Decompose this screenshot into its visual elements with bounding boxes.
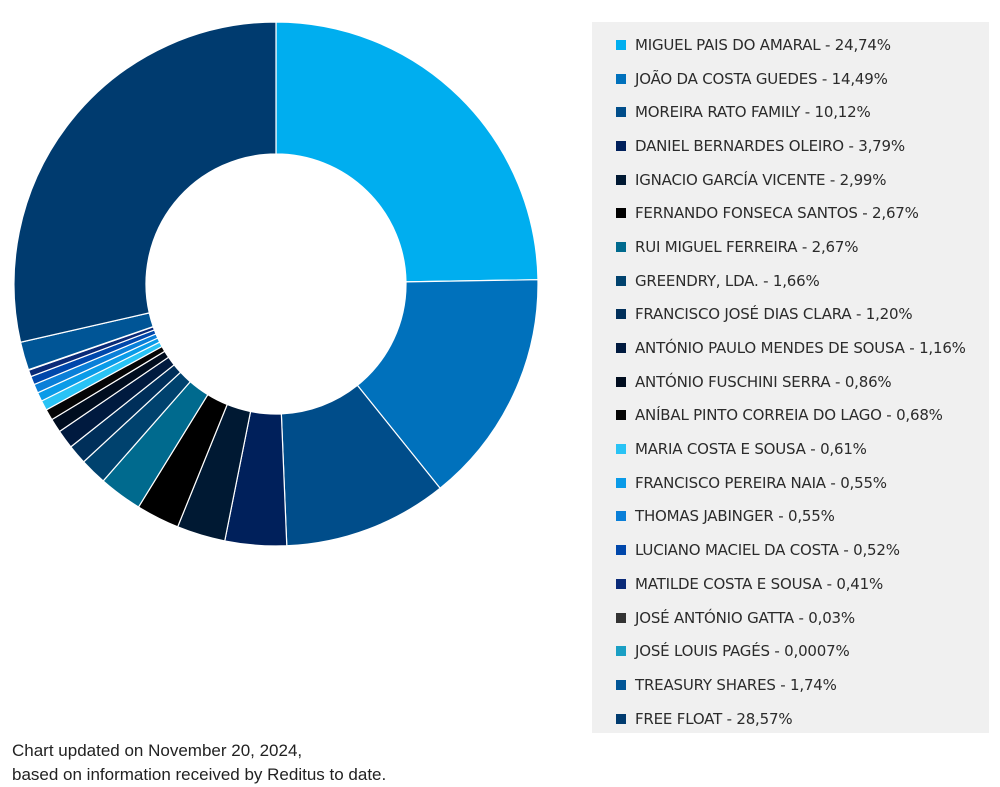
legend-label: GREENDRY, LDA. - 1,66% — [635, 271, 820, 290]
legend-item: MIGUEL PAIS DO AMARAL - 24,74% — [592, 28, 989, 62]
legend-swatch — [616, 376, 626, 387]
legend-label: TREASURY SHARES - 1,74% — [635, 675, 837, 694]
legend-swatch — [616, 343, 626, 354]
legend-swatch — [616, 174, 626, 185]
legend-item: MATILDE COSTA E SOUSA - 0,41% — [592, 567, 989, 601]
legend-item: FERNANDO FONSECA SANTOS - 2,67% — [592, 196, 989, 230]
legend-label: RUI MIGUEL FERREIRA - 2,67% — [635, 237, 859, 256]
legend-label: MOREIRA RATO FAMILY - 10,12% — [635, 103, 871, 122]
legend-item: ANTÓNIO PAULO MENDES DE SOUSA - 1,16% — [592, 331, 989, 365]
legend-item: DANIEL BERNARDES OLEIRO - 3,79% — [592, 129, 989, 163]
legend-item: JOSÉ ANTÓNIO GATTA - 0,03% — [592, 601, 989, 635]
legend-label: LUCIANO MACIEL DA COSTA - 0,52% — [635, 541, 900, 560]
legend-label: FERNANDO FONSECA SANTOS - 2,67% — [635, 204, 919, 223]
legend-item: ANTÓNIO FUSCHINI SERRA - 0,86% — [592, 365, 989, 399]
donut-slice-1 — [275, 21, 539, 283]
legend-label: FRANCISCO JOSÉ DIAS CLARA - 1,20% — [635, 305, 913, 324]
legend-label: MIGUEL PAIS DO AMARAL - 24,74% — [635, 35, 891, 54]
legend-label: JOÃO DA COSTA GUEDES - 14,49% — [635, 69, 888, 88]
legend-swatch — [616, 578, 626, 589]
legend-label: IGNACIO GARCÍA VICENTE - 2,99% — [635, 170, 887, 189]
legend-swatch — [616, 410, 626, 421]
legend-label: JOSÉ LOUIS PAGÉS - 0,0007% — [635, 642, 850, 661]
legend-swatch — [616, 241, 626, 252]
legend-item: JOÃO DA COSTA GUEDES - 14,49% — [592, 62, 989, 96]
footnote-line-2: based on information received by Reditus… — [12, 765, 387, 784]
legend-item: FRANCISCO PEREIRA NAIA - 0,55% — [592, 466, 989, 500]
legend-swatch — [616, 511, 626, 522]
donut-chart — [13, 21, 539, 547]
legend-swatch — [616, 275, 626, 286]
legend-label: ANTÓNIO PAULO MENDES DE SOUSA - 1,16% — [635, 339, 966, 358]
legend-label: MARIA COSTA E SOUSA - 0,61% — [635, 440, 867, 459]
legend-label: THOMAS JABINGER - 0,55% — [635, 507, 835, 526]
legend-label: MATILDE COSTA E SOUSA - 0,41% — [635, 574, 884, 593]
legend-item: MOREIRA RATO FAMILY - 10,12% — [592, 95, 989, 129]
footnote-line-1: Chart updated on November 20, 2024, — [12, 741, 303, 760]
legend-item: MARIA COSTA E SOUSA - 0,61% — [592, 432, 989, 466]
legend-swatch — [616, 646, 626, 657]
legend-item: TREASURY SHARES - 1,74% — [592, 668, 989, 702]
legend-swatch — [616, 477, 626, 488]
legend-panel: MIGUEL PAIS DO AMARAL - 24,74% JOÃO DA CO… — [592, 22, 989, 733]
legend-item: JOSÉ LOUIS PAGÉS - 0,0007% — [592, 634, 989, 668]
legend-item: LUCIANO MACIEL DA COSTA - 0,52% — [592, 533, 989, 567]
legend-label: DANIEL BERNARDES OLEIRO - 3,79% — [635, 136, 905, 155]
legend-swatch — [616, 73, 626, 84]
legend-item: FREE FLOAT - 28,57% — [592, 702, 989, 736]
legend-item: ANÍBAL PINTO CORREIA DO LAGO - 0,68% — [592, 399, 989, 433]
legend-swatch — [616, 309, 626, 320]
legend-swatch — [616, 545, 626, 556]
donut-slice-21 — [13, 21, 277, 343]
legend-swatch — [616, 107, 626, 118]
chart-footnote: Chart updated on November 20, 2024, base… — [12, 739, 386, 787]
legend-swatch — [616, 444, 626, 455]
legend-swatch — [616, 140, 626, 151]
legend-item: RUI MIGUEL FERREIRA - 2,67% — [592, 230, 989, 264]
legend-swatch — [616, 208, 626, 219]
legend-label: ANÍBAL PINTO CORREIA DO LAGO - 0,68% — [635, 406, 943, 425]
legend-swatch — [616, 39, 626, 50]
legend-item: FRANCISCO JOSÉ DIAS CLARA - 1,20% — [592, 298, 989, 332]
legend-swatch — [616, 679, 626, 690]
legend-label: FREE FLOAT - 28,57% — [635, 709, 793, 728]
legend-item: GREENDRY, LDA. - 1,66% — [592, 264, 989, 298]
legend-label: JOSÉ ANTÓNIO GATTA - 0,03% — [635, 608, 855, 627]
legend-label: FRANCISCO PEREIRA NAIA - 0,55% — [635, 473, 887, 492]
legend-swatch — [616, 612, 626, 623]
donut-slice-2 — [356, 279, 539, 490]
legend-item: IGNACIO GARCÍA VICENTE - 2,99% — [592, 163, 989, 197]
legend-label: ANTÓNIO FUSCHINI SERRA - 0,86% — [635, 372, 892, 391]
legend-swatch — [616, 713, 626, 724]
legend-item: THOMAS JABINGER - 0,55% — [592, 500, 989, 534]
